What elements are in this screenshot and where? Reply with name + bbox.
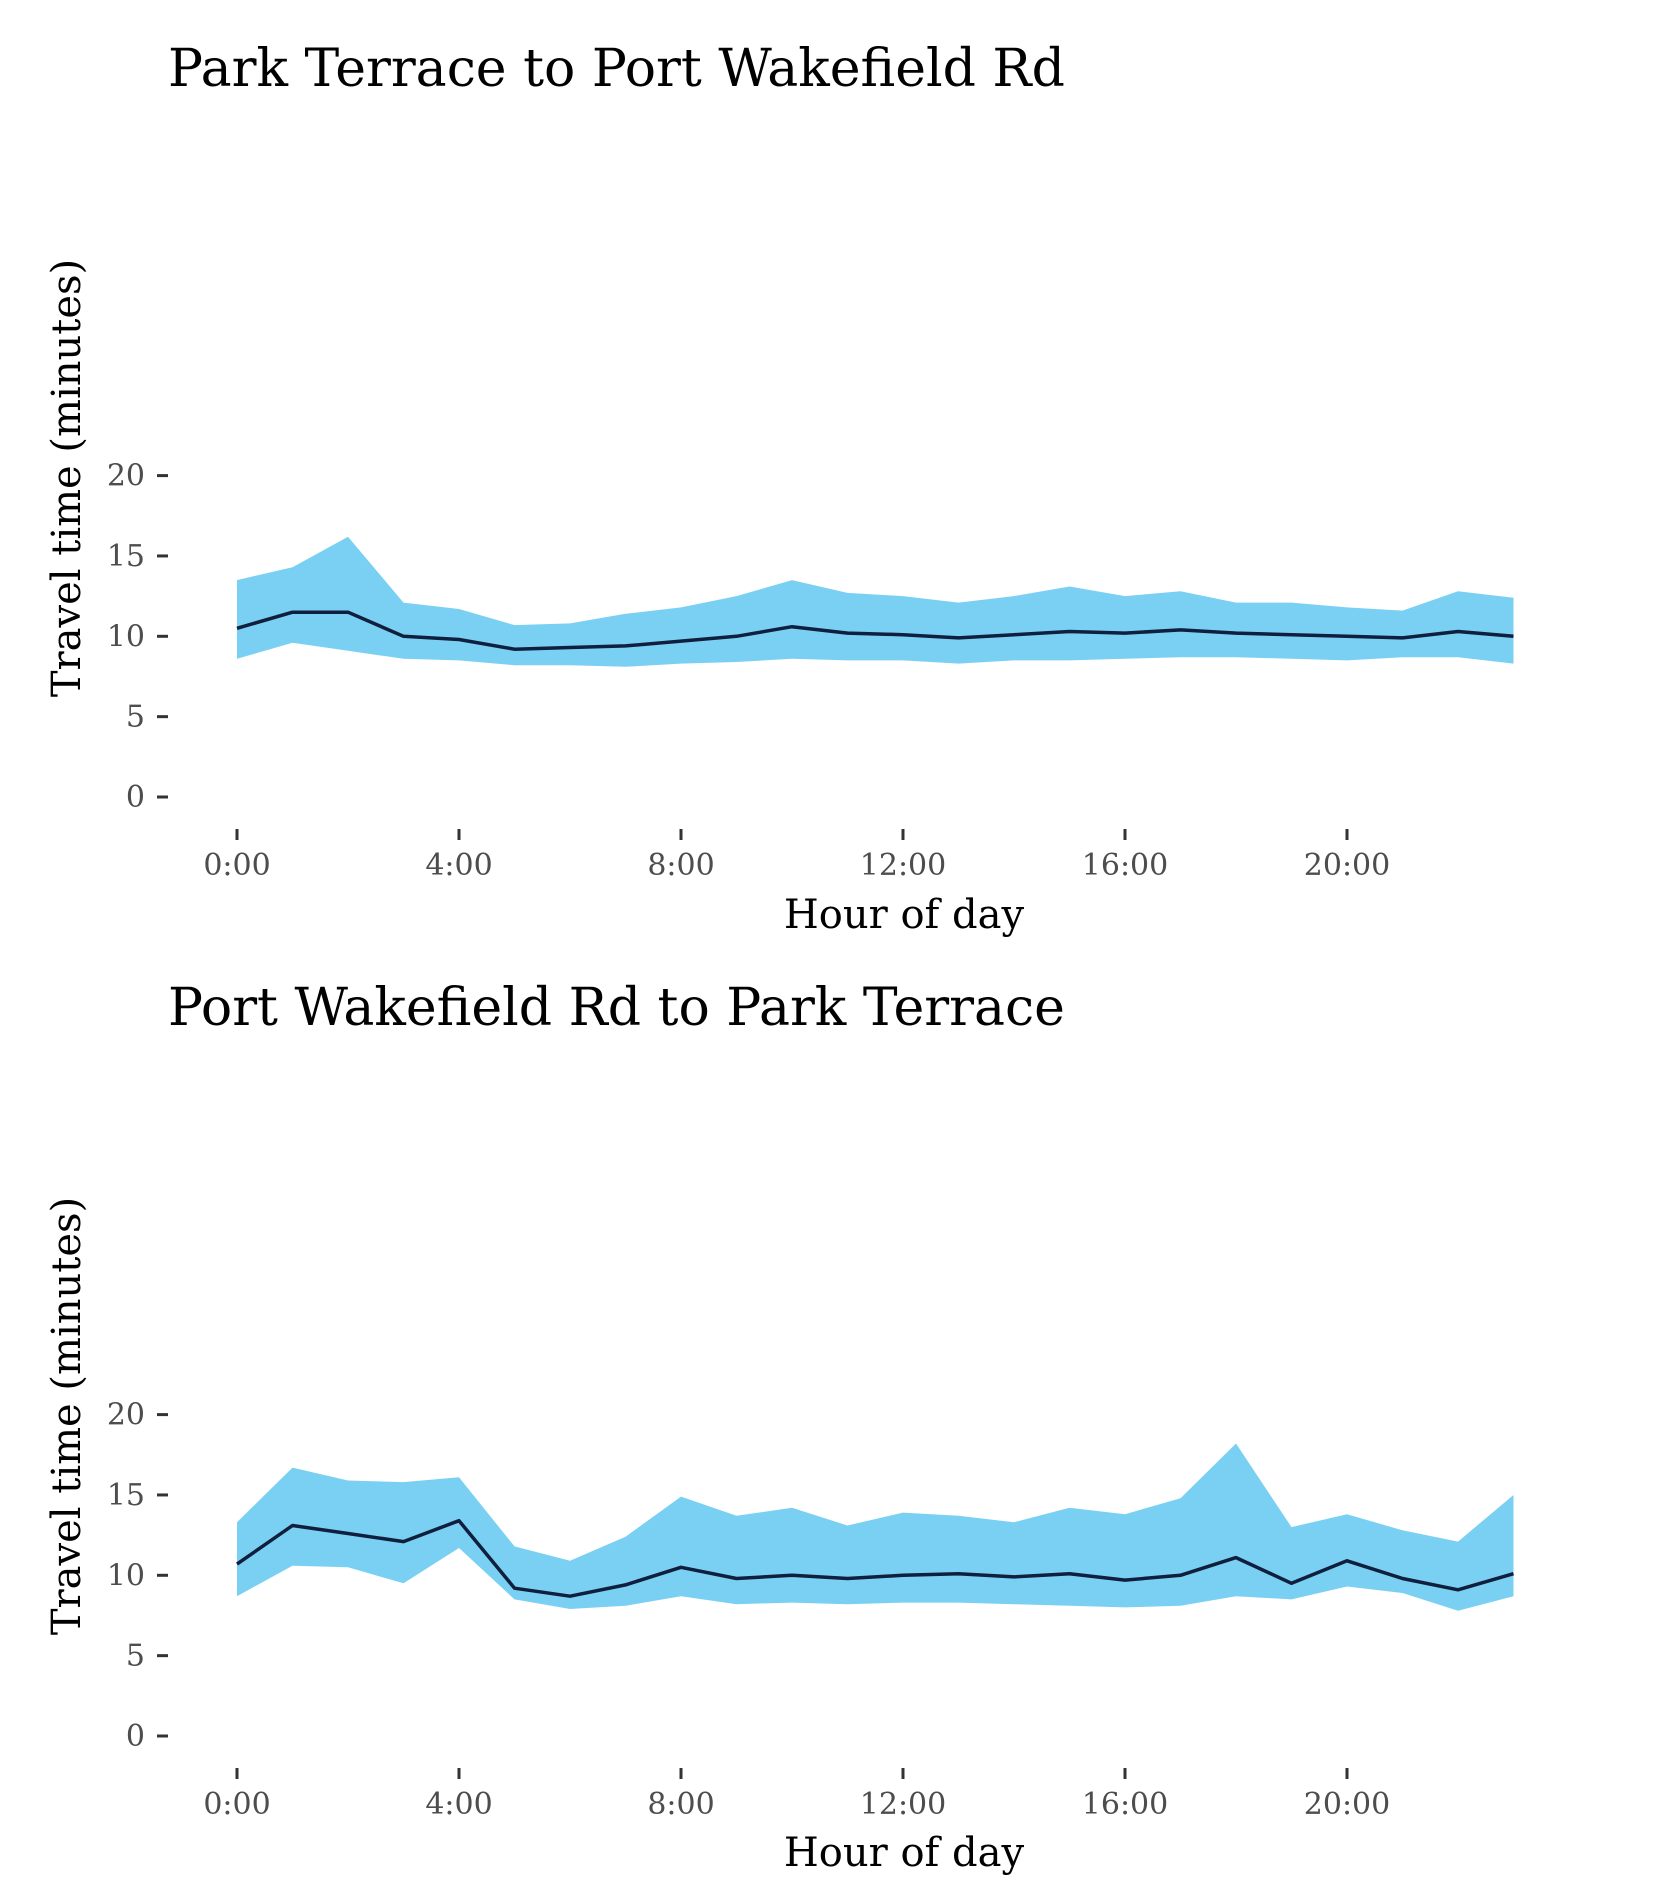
x-tick-label: 4:00: [425, 848, 492, 883]
plot-area: [236, 536, 1514, 667]
y-axis: 0 5 10 15 20: [107, 459, 168, 815]
y-tick-label: 20: [107, 1398, 145, 1433]
y-tick-label: 10: [107, 1558, 145, 1593]
x-tick-label: 16:00: [1082, 1787, 1168, 1822]
chart-title: Park Terrace to Port Wakefield Rd: [168, 39, 1065, 99]
y-tick-label: 15: [107, 539, 145, 574]
x-tick-label: 16:00: [1082, 848, 1168, 883]
range-band: [237, 1443, 1514, 1611]
x-tick-label: 0:00: [203, 1787, 270, 1822]
range-band: [237, 536, 1514, 667]
median-line: [236, 1518, 1514, 1598]
x-tick-label: 12:00: [860, 1787, 946, 1822]
panel-park-terrace-to-port-wakefield: Park Terrace to Port Wakefield Rd 0 5 10 15…: [44, 39, 1514, 938]
x-axis: 0:00 4:00 8:00 12:00 16:00 20:00: [203, 1768, 1390, 1822]
y-tick-label: 0: [126, 780, 145, 815]
x-axis-label: Hour of day: [784, 1830, 1025, 1876]
y-tick-label: 10: [107, 619, 145, 654]
y-axis: 0 5 10 15 20: [107, 1398, 168, 1754]
x-axis: 0:00 4:00 8:00 12:00 16:00 20:00: [203, 829, 1390, 883]
y-tick-label: 15: [107, 1478, 145, 1513]
y-tick-label: 5: [126, 700, 145, 735]
median-line: [236, 610, 1514, 651]
x-tick-label: 8:00: [647, 1787, 714, 1822]
x-tick-label: 0:00: [203, 848, 270, 883]
y-tick-label: 5: [126, 1639, 145, 1674]
y-axis-label: Travel time (minutes): [44, 259, 90, 697]
x-tick-label: 8:00: [647, 848, 714, 883]
x-axis-label: Hour of day: [784, 892, 1025, 938]
y-tick-label: 0: [126, 1719, 145, 1754]
y-axis-label: Travel time (minutes): [44, 1197, 90, 1635]
panel-port-wakefield-to-park-terrace: Port Wakefield Rd to Park Terrace 0 5 10 15…: [44, 978, 1514, 1876]
y-tick-label: 20: [107, 459, 145, 494]
x-tick-label: 4:00: [425, 1787, 492, 1822]
x-tick-label: 20:00: [1304, 1787, 1390, 1822]
x-tick-label: 12:00: [860, 848, 946, 883]
x-tick-label: 20:00: [1304, 848, 1390, 883]
chart-title: Port Wakefield Rd to Park Terrace: [168, 978, 1065, 1038]
plot-area: [236, 1443, 1514, 1611]
